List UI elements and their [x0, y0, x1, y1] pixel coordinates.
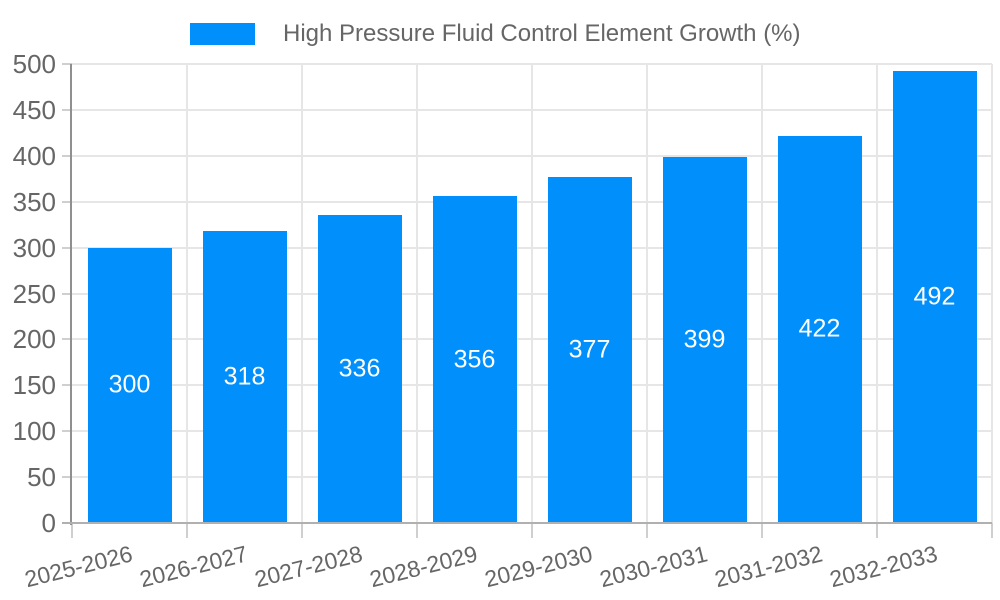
x-axis-tick [646, 523, 648, 538]
bar[interactable] [662, 156, 747, 523]
gridline-vertical [646, 64, 648, 523]
gridline-vertical [531, 64, 533, 523]
y-tick-label: 50 [27, 462, 56, 493]
y-tick-label: 350 [12, 186, 56, 217]
y-axis-tick [62, 430, 72, 433]
y-axis-tick [62, 200, 72, 203]
legend-marker [190, 23, 255, 45]
y-tick-label: 150 [12, 370, 56, 401]
gridline-vertical [301, 64, 303, 523]
y-tick-label: 400 [12, 140, 56, 171]
x-axis-tick [71, 523, 73, 538]
x-axis-tick [991, 523, 993, 538]
x-tick-label: 2028-2029 [366, 540, 480, 593]
gridline-vertical [991, 64, 993, 523]
bar-value-label: 377 [568, 335, 611, 364]
x-axis-tick [761, 523, 763, 538]
bar[interactable] [317, 214, 402, 523]
bar-value-label: 356 [453, 345, 496, 374]
y-axis-tick [62, 154, 72, 157]
y-tick-label: 300 [12, 232, 56, 263]
y-axis-tick [62, 292, 72, 295]
x-tick-label: 2031-2032 [711, 540, 825, 593]
bar[interactable] [202, 231, 287, 523]
y-axis-tick [62, 108, 72, 111]
gridline-vertical [761, 64, 763, 523]
y-tick-label: 200 [12, 324, 56, 355]
bar[interactable] [777, 135, 862, 523]
bar[interactable] [892, 71, 977, 523]
x-axis-tick [876, 523, 878, 538]
x-tick-label: 2032-2033 [826, 540, 940, 593]
y-tick-label: 250 [12, 278, 56, 309]
gridline-vertical [876, 64, 878, 523]
x-tick-label: 2025-2026 [21, 540, 135, 593]
legend[interactable]: High Pressure Fluid Control Element Grow… [190, 22, 801, 46]
y-tick-label: 100 [12, 416, 56, 447]
bar[interactable] [432, 196, 517, 523]
bar[interactable] [547, 176, 632, 523]
y-axis-line [70, 64, 72, 525]
y-axis-tick [62, 384, 72, 387]
legend-label: High Pressure Fluid Control Element Grow… [283, 20, 801, 47]
bar-value-label: 318 [223, 362, 266, 391]
x-tick-label: 2030-2031 [596, 540, 710, 593]
x-axis-tick [531, 523, 533, 538]
bar-value-label: 492 [913, 282, 956, 311]
bar-value-label: 300 [108, 370, 151, 399]
y-tick-label: 0 [41, 508, 56, 538]
gridline-vertical [416, 64, 418, 523]
y-axis-tick [62, 246, 72, 249]
bar-value-label: 399 [683, 325, 726, 354]
y-axis-tick [62, 63, 72, 65]
bar-value-label: 336 [338, 354, 381, 383]
x-tick-label: 2026-2027 [136, 540, 250, 593]
x-axis-tick [186, 523, 188, 538]
y-tick-label: 500 [12, 49, 56, 79]
x-tick-label: 2027-2028 [251, 540, 365, 593]
bar-value-label: 422 [798, 314, 841, 343]
y-axis-tick [62, 476, 72, 479]
x-axis-line [62, 522, 992, 524]
x-axis-tick [301, 523, 303, 538]
x-tick-label: 2029-2030 [481, 540, 595, 593]
x-axis-tick [416, 523, 418, 538]
y-axis-tick [62, 338, 72, 341]
bar[interactable] [87, 247, 172, 523]
gridline-vertical [186, 64, 188, 523]
y-tick-label: 450 [12, 94, 56, 125]
